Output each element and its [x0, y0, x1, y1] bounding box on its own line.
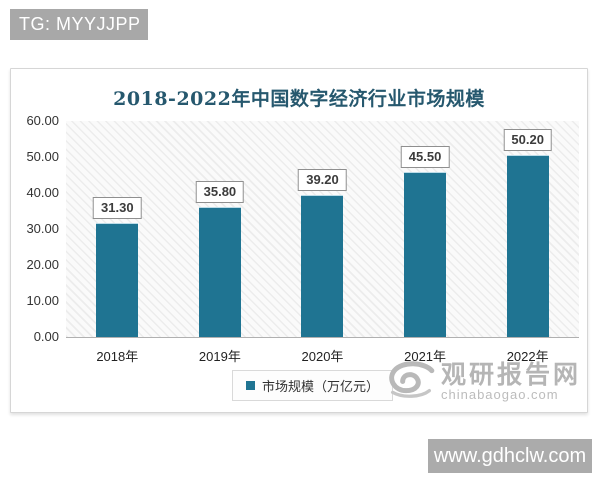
- chart-card: 2018-2022年中国数字经济行业市场规模 60.00 50.00 40.00 30…: [10, 68, 588, 413]
- bar: [404, 172, 447, 337]
- watermark-name: 观研报告网: [440, 360, 581, 389]
- y-tick-label: 30.00: [26, 221, 59, 236]
- tg-watermark-banner: TG: MYYJJPP: [10, 9, 148, 40]
- bar-group: 39.20: [271, 121, 374, 337]
- x-tick-label: 2019年: [198, 349, 241, 364]
- legend-swatch: [246, 381, 255, 390]
- bar-group: 50.20: [476, 121, 579, 337]
- bar: [506, 155, 549, 337]
- site-watermark-banner: www.gdhclw.com: [428, 439, 592, 473]
- watermark-domain: chinabaogao.com: [440, 386, 559, 402]
- x-tick-label: 2020年: [301, 349, 344, 364]
- bar-value-label: 35.80: [195, 181, 245, 204]
- bar: [198, 207, 241, 337]
- bar-group: 35.80: [169, 121, 272, 337]
- chart-title: 2018-2022年中国数字经济行业市场规模: [113, 88, 485, 110]
- watermark-swirl-icon: [386, 359, 436, 404]
- bar-value-label: 45.50: [400, 146, 450, 169]
- watermark: 观研报告网 chinabaogao.com: [386, 359, 581, 404]
- x-tick-label: 2021年: [404, 349, 447, 364]
- y-tick-label: 10.00: [26, 293, 59, 308]
- y-tick-label: 20.00: [26, 257, 59, 272]
- bar: [96, 223, 139, 337]
- legend: 市场规模（万亿元）: [232, 370, 394, 401]
- bar-value-label: 50.20: [503, 129, 552, 152]
- bar: [301, 194, 344, 337]
- bar-group: 45.50: [374, 121, 477, 337]
- site-watermark-text: www.gdhclw.com: [433, 444, 587, 467]
- tg-watermark-text: TG: MYYJJPP: [19, 14, 141, 34]
- legend-label: 市场规模（万亿元）: [262, 379, 380, 394]
- x-tick-label: 2018年: [96, 349, 139, 364]
- y-tick-label: 50.00: [26, 149, 59, 164]
- bars-row: 31.30 35.80 39.20 45.50 50.20: [66, 121, 579, 337]
- y-tick-label: 60.00: [26, 113, 59, 128]
- bar-group: 31.30: [66, 121, 169, 337]
- x-axis-labels: 2018年 2019年 2020年 2021年 2022年: [66, 346, 579, 365]
- bar-value-label: 31.30: [93, 197, 142, 220]
- y-axis-labels: 60.00 50.00 40.00 30.00 20.00 10.00 0.00: [13, 113, 59, 345]
- plot-area: 31.30 35.80 39.20 45.50 50.20: [66, 121, 579, 338]
- y-tick-label: 0.00: [33, 329, 59, 344]
- y-tick-label: 40.00: [26, 185, 59, 200]
- x-tick-label: 2022年: [506, 349, 549, 364]
- bar-value-label: 39.20: [298, 168, 347, 191]
